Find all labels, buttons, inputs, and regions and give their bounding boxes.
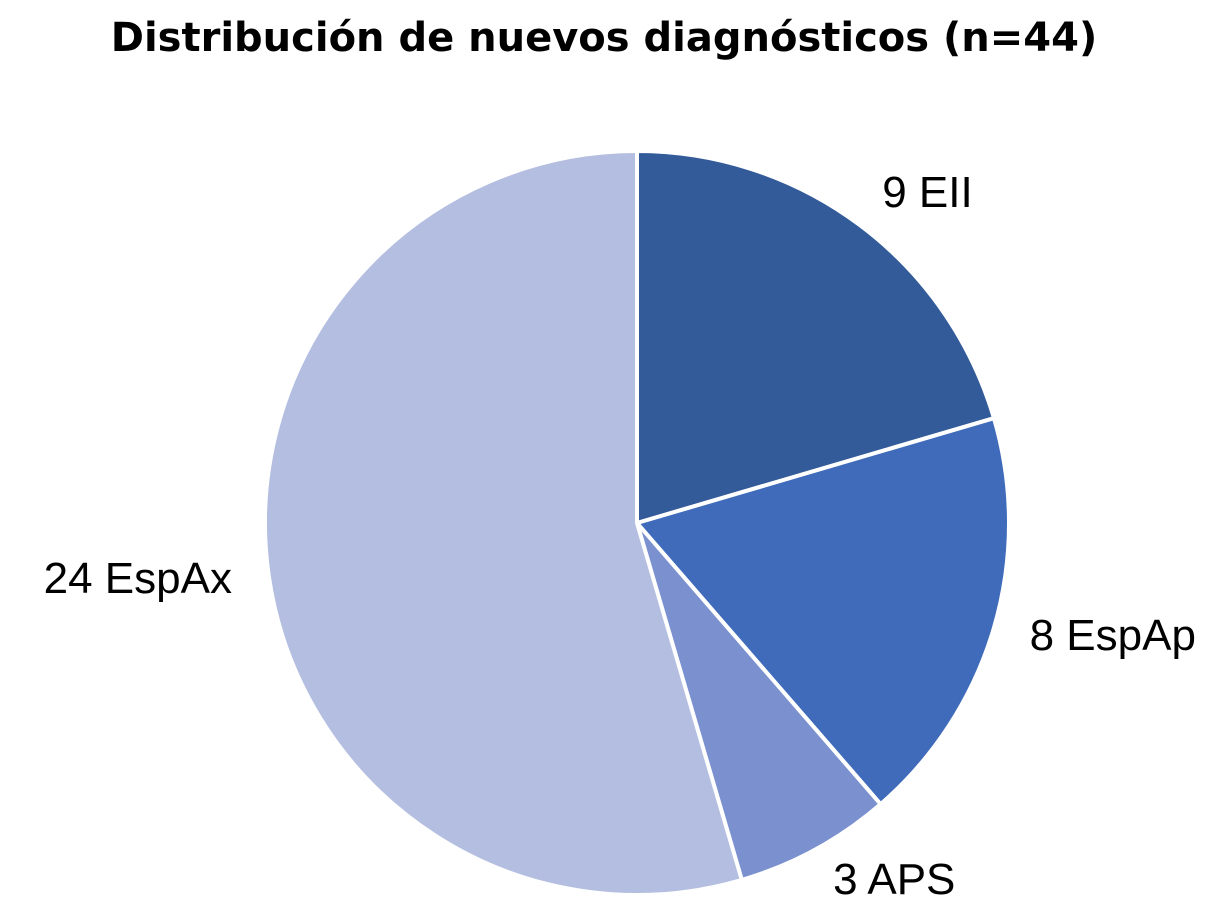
pie-slice — [263, 149, 744, 897]
pie-slice — [635, 149, 996, 525]
pie-slice — [635, 416, 1011, 807]
pie-slice — [635, 521, 883, 882]
chart-title: Distribución de nuevos diagnósticos (n=4… — [111, 15, 1097, 61]
data-label: 24 EspAx — [44, 554, 232, 603]
data-label: 8 EspAp — [1030, 611, 1196, 660]
data-label: 3 APS — [833, 855, 955, 904]
data-label: 9 EII — [882, 168, 973, 217]
